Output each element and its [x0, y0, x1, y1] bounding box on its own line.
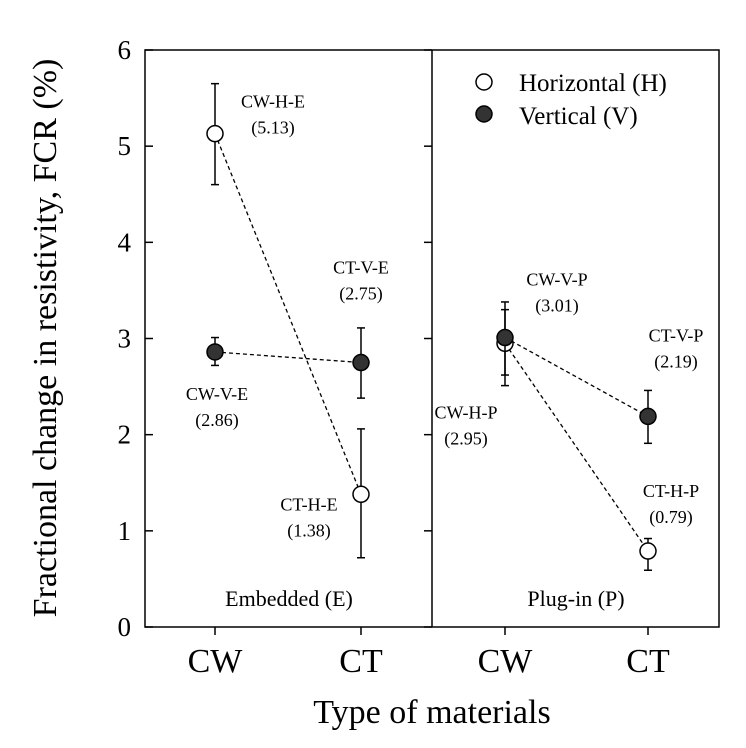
- data-value-label: (0.79): [649, 507, 693, 528]
- data-label: CW-V-E: [186, 384, 248, 404]
- data-value-label: (3.01): [535, 296, 579, 317]
- y-tick-label: 3: [118, 324, 132, 354]
- data-label: CW-V-P: [526, 270, 587, 290]
- data-value-label: (2.95): [444, 428, 488, 449]
- panel-label-plug-in: Plug-in (P): [527, 586, 624, 611]
- legend-label-vertical: Vertical (V): [519, 103, 638, 130]
- series-connector-line: [214, 351, 362, 364]
- data-point: [206, 343, 224, 361]
- series-vertical-embedded: CW-V-E (2.86) CT-V-E (2.75): [186, 258, 389, 431]
- x-tick-label: CT: [626, 643, 670, 680]
- x-axis-title: Type of materials: [313, 694, 550, 731]
- data-label: CT-H-P: [643, 481, 699, 501]
- data-label: CW-H-E: [241, 92, 305, 112]
- data-point: [639, 407, 657, 426]
- y-tick-label: 4: [118, 227, 132, 257]
- data-point: [639, 542, 657, 560]
- legend: Horizontal (H) Vertical (V): [475, 70, 667, 130]
- data-value-label: (1.38): [287, 520, 331, 541]
- series-layer: CW-H-E (5.13) CT-H-E (1.38) CW-V-E (2.86) CT-V…: [186, 82, 704, 572]
- panel-label-embedded: Embedded (E): [225, 586, 353, 611]
- data-value-label: (2.86): [195, 410, 239, 431]
- x-tick-label: CT: [339, 643, 383, 680]
- data-point: [352, 485, 370, 504]
- data-point: [352, 353, 370, 372]
- series-connector-line: [504, 342, 649, 552]
- legend-marker-vertical: [475, 105, 493, 123]
- y-axis: 0 1 2 3 4 5 6: [118, 35, 432, 642]
- y-tick-label: 5: [118, 131, 132, 161]
- data-point: [206, 124, 224, 143]
- series-connector-line: [504, 336, 649, 417]
- data-value-label: (2.75): [339, 284, 383, 305]
- data-value-label: (2.19): [654, 351, 698, 372]
- data-point: [496, 328, 514, 347]
- y-tick-label: 2: [118, 420, 132, 450]
- x-axis: CW CT CW CT: [188, 627, 670, 680]
- series-vertical-plug-in: CW-V-P (3.01) CT-V-P (2.19): [496, 270, 704, 445]
- x-tick-label: CW: [188, 643, 244, 680]
- x-tick-label: CW: [478, 643, 534, 680]
- data-label: CW-H-P: [435, 402, 498, 422]
- data-value-label: (5.13): [251, 118, 295, 139]
- legend-marker-horizontal: [475, 73, 493, 91]
- y-axis-title: Fractional change in resistivity, FCR (%…: [27, 59, 64, 618]
- series-horizontal-plug-in: CW-H-P (2.95) CT-H-P (0.79): [435, 308, 699, 572]
- data-label: CT-V-P: [649, 325, 704, 345]
- series-connector-line: [214, 133, 362, 495]
- data-label: CT-H-E: [280, 494, 337, 514]
- series-horizontal-embedded: CW-H-E (5.13) CT-H-E (1.38): [206, 82, 370, 559]
- y-tick-label: 6: [118, 35, 132, 65]
- y-tick-label: 0: [118, 612, 132, 642]
- legend-label-horizontal: Horizontal (H): [519, 70, 667, 97]
- y-tick-label: 1: [118, 516, 132, 546]
- data-label: CT-V-E: [333, 258, 389, 278]
